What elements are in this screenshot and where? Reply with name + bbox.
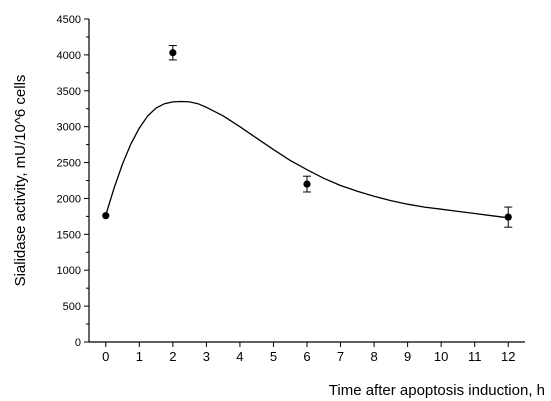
plot-area <box>102 45 513 228</box>
x-tick-label: 1 <box>136 349 143 364</box>
y-tick-label: 4000 <box>57 50 81 62</box>
x-tick-label: 7 <box>337 349 344 364</box>
y-tick-label: 4500 <box>57 14 81 26</box>
y-tick-label: 2000 <box>57 193 81 205</box>
x-tick-label: 2 <box>169 349 176 364</box>
x-tick-label: 8 <box>370 349 377 364</box>
x-axis-label: Time after apoptosis induction, h <box>329 382 545 399</box>
y-axis-label: Sialidase activity, mU/10^6 cells <box>12 75 29 287</box>
x-tick-label: 4 <box>236 349 243 364</box>
x-tick-label: 3 <box>203 349 210 364</box>
y-tick-label: 3500 <box>57 86 81 98</box>
y-tick-label: 1000 <box>57 265 81 277</box>
data-point <box>169 49 177 57</box>
y-axis-ticks: 0 500 1000 1500 2000 2500 3000 3500 4000 4500 <box>57 14 89 349</box>
y-tick-label: 0 <box>75 337 81 349</box>
data-point <box>303 180 311 188</box>
x-tick-label: 12 <box>501 349 515 364</box>
x-tick-label: 11 <box>468 349 482 364</box>
x-tick-label: 9 <box>404 349 411 364</box>
y-tick-label: 2500 <box>57 158 81 170</box>
data-point <box>102 212 110 220</box>
y-tick-label: 3000 <box>57 122 81 134</box>
y-tick-label: 500 <box>63 301 81 313</box>
x-axis-ticks: 0 1 2 3 4 5 6 7 8 9 10 11 12 <box>102 342 515 364</box>
x-tick-label: 0 <box>102 349 109 364</box>
data-point <box>504 213 512 221</box>
x-tick-label: 6 <box>303 349 310 364</box>
x-tick-label: 5 <box>270 349 277 364</box>
fit-curve <box>105 100 509 219</box>
x-tick-label: 10 <box>434 349 448 364</box>
y-tick-label: 1500 <box>57 229 81 241</box>
